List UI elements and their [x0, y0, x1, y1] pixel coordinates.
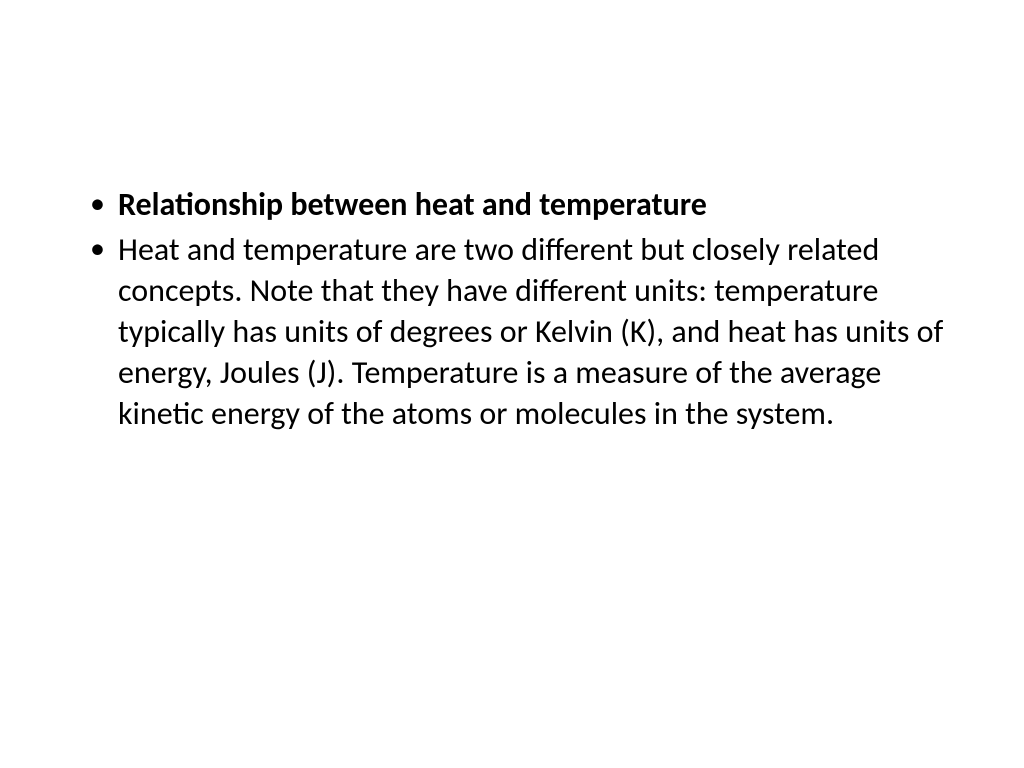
- bullet-text: Relationship between heat and temperatur…: [118, 185, 707, 224]
- bullet-item: Relationship between heat and temperatur…: [80, 185, 944, 226]
- bullet-text: Heat and temperature are two different b…: [118, 230, 943, 433]
- bullet-list: Relationship between heat and temperatur…: [80, 185, 944, 435]
- bullet-item: Heat and temperature are two different b…: [80, 230, 944, 435]
